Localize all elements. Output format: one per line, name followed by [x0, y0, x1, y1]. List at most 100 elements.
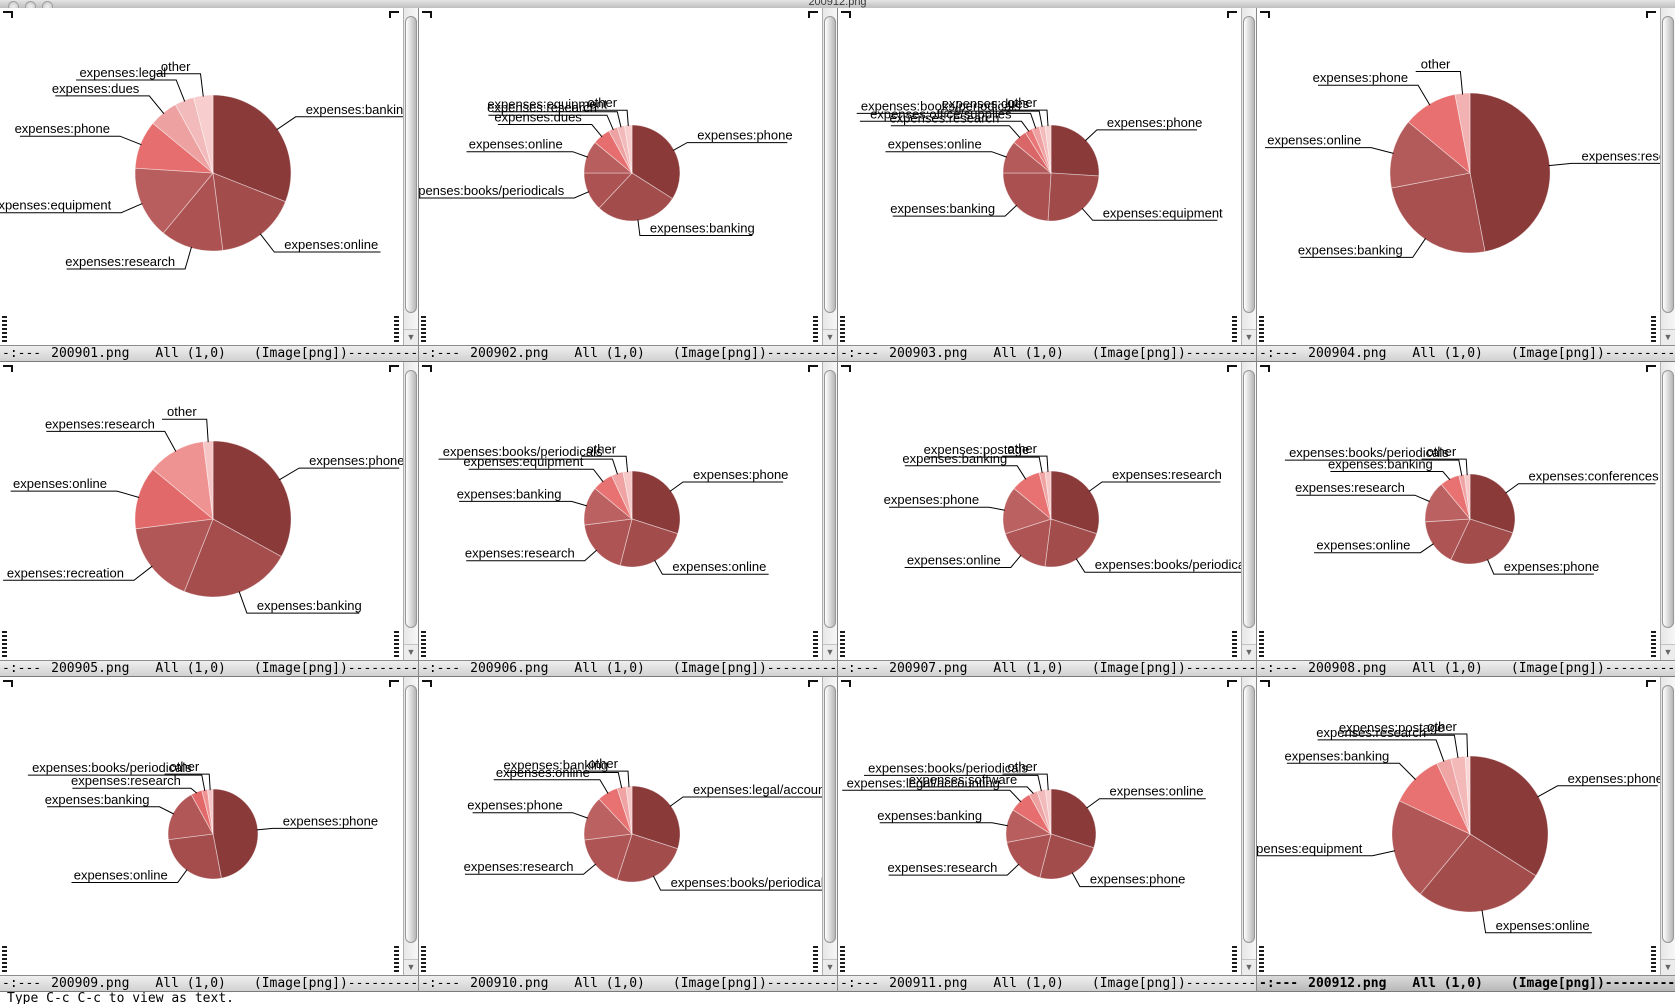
scrollbar-down-arrow-icon[interactable]: ▼	[1661, 329, 1675, 345]
scrollbar-thumb[interactable]	[405, 685, 417, 943]
emacs-window-200909.png: expenses:phone expenses:online expenses:ba…	[0, 677, 419, 992]
mode-line-major-mode[interactable]: (Image[png])	[1510, 976, 1605, 991]
scrollbar-down-arrow-icon[interactable]: ▼	[1242, 959, 1256, 975]
mode-line-filename[interactable]: 200901.png	[51, 346, 130, 361]
label-leader-line	[493, 779, 609, 794]
mode-line-filename[interactable]: 200902.png	[470, 346, 549, 361]
scrollbar-thumb[interactable]	[405, 370, 417, 628]
pie-slice-label: expenses:phone	[1313, 70, 1408, 85]
mode-line[interactable]: -:--- 200905.png All (1,0) (Image[png]) ----…	[0, 660, 418, 677]
mode-line[interactable]: -:--- 200912.png All (1,0) (Image[png]) ----…	[1257, 975, 1675, 992]
image-buffer-canvas: expenses:phone expenses:banking expenses:r…	[0, 362, 403, 660]
mode-line[interactable]: -:--- 200910.png All (1,0) (Image[png]) ----…	[419, 975, 837, 992]
mode-line-filename[interactable]: 200908.png	[1308, 661, 1387, 676]
pie-slice-label: expenses:legal	[79, 65, 166, 80]
scrollbar[interactable]: ▼	[403, 362, 418, 660]
scrollbar-thumb[interactable]	[405, 16, 417, 313]
truncation-arrow-icon	[1227, 365, 1237, 372]
scrollbar[interactable]: ▼	[403, 677, 418, 975]
scrollbar-thumb[interactable]	[824, 370, 836, 628]
mode-line[interactable]: -:--- 200906.png All (1,0) (Image[png]) ----…	[419, 660, 837, 677]
label-leader-line	[256, 827, 373, 831]
label-leader-line	[10, 490, 140, 498]
mode-line[interactable]: -:--- 200902.png All (1,0) (Image[png]) ----…	[419, 345, 837, 362]
continuation-dashes-icon	[394, 946, 399, 972]
scrollbar-thumb[interactable]	[824, 16, 836, 313]
mode-line-filename[interactable]: 200903.png	[889, 346, 968, 361]
mode-line-major-mode[interactable]: (Image[png])	[253, 346, 348, 361]
label-leader-line	[1318, 84, 1431, 106]
scrollbar-thumb[interactable]	[1662, 16, 1674, 313]
mode-line-major-mode[interactable]: (Image[png])	[672, 346, 767, 361]
pie-slice-label: expenses:banking	[1284, 748, 1389, 763]
scrollbar-thumb[interactable]	[1243, 370, 1255, 628]
scrollbar-thumb[interactable]	[1662, 370, 1674, 628]
pie-slice-label: expenses:banking	[902, 451, 1007, 466]
truncation-arrow-icon	[808, 365, 818, 372]
scrollbar-thumb[interactable]	[824, 685, 836, 943]
scrollbar[interactable]: ▼	[1241, 362, 1256, 660]
scrollbar-down-arrow-icon[interactable]: ▼	[1661, 644, 1675, 660]
pie-slice-label: expenses:books/periodicals	[868, 760, 1028, 775]
label-leader-line	[1071, 872, 1180, 888]
scrollbar[interactable]: ▼	[1660, 362, 1675, 660]
label-leader-line	[1088, 481, 1221, 492]
scrollbar-thumb[interactable]	[1662, 685, 1674, 943]
scrollbar-down-arrow-icon[interactable]: ▼	[823, 329, 837, 345]
scrollbar[interactable]: ▼	[1660, 677, 1675, 975]
mode-line[interactable]: -:--- 200909.png All (1,0) (Image[png]) ----…	[0, 975, 418, 992]
scrollbar-thumb[interactable]	[1243, 16, 1255, 313]
scrollbar-down-arrow-icon[interactable]: ▼	[823, 644, 837, 660]
mode-line[interactable]: -:--- 200908.png All (1,0) (Image[png]) ----…	[1257, 660, 1675, 677]
mode-line-major-mode[interactable]: (Image[png])	[1091, 346, 1186, 361]
scrollbar[interactable]: ▼	[1660, 8, 1675, 345]
traffic-light-minimize-button[interactable]	[25, 1, 36, 8]
scrollbar-down-arrow-icon[interactable]: ▼	[1242, 644, 1256, 660]
mode-line[interactable]: -:--- 200904.png All (1,0) (Image[png]) ----…	[1257, 345, 1675, 362]
mode-line-filename[interactable]: 200907.png	[889, 661, 968, 676]
mode-line[interactable]: -:--- 200901.png All (1,0) (Image[png]) ----…	[0, 345, 418, 362]
scrollbar-down-arrow-icon[interactable]: ▼	[404, 329, 418, 345]
mode-line[interactable]: -:--- 200903.png All (1,0) (Image[png]) ----…	[838, 345, 1256, 362]
mode-line-major-mode[interactable]: (Image[png])	[1091, 976, 1186, 991]
scrollbar[interactable]: ▼	[822, 362, 837, 660]
mode-line-filename[interactable]: 200909.png	[51, 976, 130, 991]
mode-line-filename[interactable]: 200912.png	[1308, 976, 1387, 991]
mode-line[interactable]: -:--- 200907.png All (1,0) (Image[png]) ----…	[838, 660, 1256, 677]
scrollbar-thumb[interactable]	[1243, 685, 1255, 943]
mode-line-major-mode[interactable]: (Image[png])	[1091, 661, 1186, 676]
scrollbar[interactable]: ▼	[1241, 8, 1256, 345]
traffic-light-close-button[interactable]	[8, 1, 19, 8]
mode-line-filename[interactable]: 200911.png	[889, 976, 968, 991]
mode-line-major-mode[interactable]: (Image[png])	[253, 661, 348, 676]
label-leader-line	[238, 591, 360, 614]
mode-line-filename[interactable]: 200910.png	[470, 976, 549, 991]
mode-line-filename[interactable]: 200905.png	[51, 661, 130, 676]
scrollbar-down-arrow-icon[interactable]: ▼	[1242, 329, 1256, 345]
scrollbar-down-arrow-icon[interactable]: ▼	[404, 959, 418, 975]
mode-line-dashes: ----------------------------------------…	[1604, 976, 1675, 991]
mode-line-major-mode[interactable]: (Image[png])	[1510, 346, 1605, 361]
scrollbar[interactable]: ▼	[403, 8, 418, 345]
mode-line-major-mode[interactable]: (Image[png])	[1510, 661, 1605, 676]
mode-line-dashes: ----------------------------------------…	[347, 346, 418, 361]
mode-line-dashes: ----------------------------------------…	[766, 661, 837, 676]
mode-line[interactable]: -:--- 200911.png All (1,0) (Image[png]) ----…	[838, 975, 1256, 992]
scrollbar[interactable]: ▼	[822, 677, 837, 975]
traffic-light-zoom-button[interactable]	[42, 1, 53, 8]
scrollbar-down-arrow-icon[interactable]: ▼	[823, 959, 837, 975]
scrollbar[interactable]: ▼	[1241, 677, 1256, 975]
pie-slice-label: expenses:research	[464, 859, 574, 874]
label-leader-line	[492, 111, 622, 128]
mode-line-major-mode[interactable]: (Image[png])	[672, 661, 767, 676]
image-buffer-canvas: expenses:banking expenses:online expenses:…	[0, 8, 403, 345]
truncation-arrow-icon	[389, 680, 399, 687]
mode-line-filename[interactable]: 200904.png	[1308, 346, 1387, 361]
scrollbar-down-arrow-icon[interactable]: ▼	[404, 644, 418, 660]
mode-line-major-mode[interactable]: (Image[png])	[672, 976, 767, 991]
mode-line-major-mode[interactable]: (Image[png])	[253, 976, 348, 991]
mode-line-filename[interactable]: 200906.png	[470, 661, 549, 676]
scrollbar-down-arrow-icon[interactable]: ▼	[1661, 959, 1675, 975]
label-leader-line	[904, 554, 1022, 568]
scrollbar[interactable]: ▼	[822, 8, 837, 345]
